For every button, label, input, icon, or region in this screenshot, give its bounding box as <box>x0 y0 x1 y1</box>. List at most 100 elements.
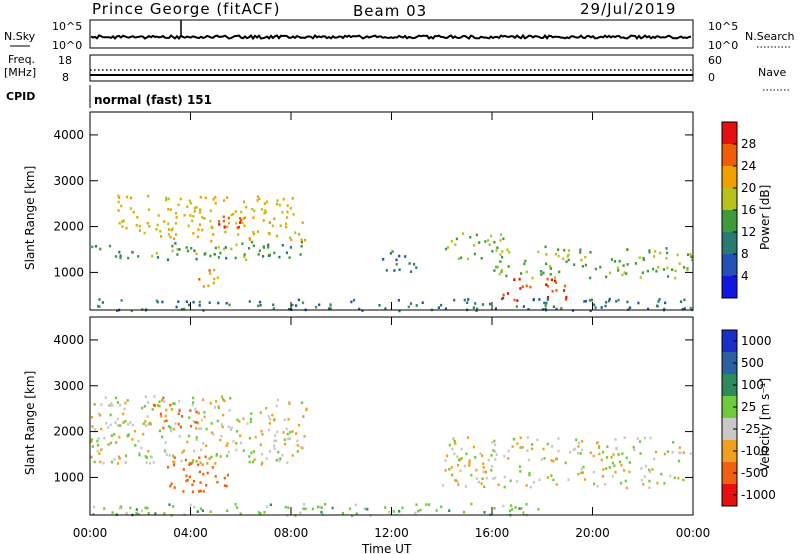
data-cell <box>275 404 278 408</box>
data-cell <box>469 236 472 239</box>
data-cell <box>118 221 121 225</box>
data-cell <box>209 402 212 405</box>
data-cell <box>296 450 299 453</box>
data-cell <box>577 441 581 445</box>
data-cell <box>648 468 651 472</box>
data-cell <box>259 512 262 515</box>
data-cell <box>212 433 215 436</box>
data-cell <box>453 298 456 302</box>
data-cell <box>285 427 288 431</box>
data-cell <box>551 289 554 293</box>
data-cell <box>174 222 178 225</box>
data-cell <box>147 423 150 427</box>
nave-tick-top: 60 <box>708 54 722 67</box>
data-cell <box>518 507 521 510</box>
data-cell <box>537 250 540 254</box>
data-cell <box>626 263 629 266</box>
data-cell <box>187 224 190 228</box>
data-cell <box>275 459 278 462</box>
data-cell <box>682 478 685 482</box>
data-cell <box>148 208 151 211</box>
data-cell <box>579 248 582 252</box>
data-cell <box>199 427 202 430</box>
data-cell <box>573 263 576 266</box>
data-cell <box>483 511 486 514</box>
data-cell <box>529 485 532 489</box>
date-title: 29/Jul/2019 <box>580 0 676 18</box>
data-cell <box>488 302 492 306</box>
data-cell <box>567 253 570 257</box>
freq-panel: Freq. [MHz] 18 8 60 0 Nave <box>4 53 790 91</box>
nsearch-tick-bottom: 10^0 <box>708 39 738 52</box>
data-cell <box>238 420 241 423</box>
data-cell <box>177 300 180 303</box>
data-cell <box>444 459 447 462</box>
data-cell <box>470 473 473 477</box>
data-cell <box>269 503 272 507</box>
data-cell <box>142 422 145 425</box>
data-cell <box>124 420 127 423</box>
data-cell <box>184 458 187 462</box>
data-cell <box>493 439 496 443</box>
data-cell <box>262 219 265 222</box>
data-cell <box>300 238 303 242</box>
data-cell <box>197 421 200 425</box>
data-cell <box>162 426 165 430</box>
data-cell <box>608 466 611 469</box>
data-cell <box>169 403 172 407</box>
data-cell <box>289 207 292 210</box>
data-cell <box>245 258 248 262</box>
data-cell <box>156 223 159 227</box>
data-cell <box>350 300 353 304</box>
data-cell <box>523 262 526 266</box>
data-cell <box>204 196 207 200</box>
data-cell <box>413 263 416 266</box>
data-cell <box>462 232 465 235</box>
data-cell <box>454 442 457 445</box>
data-cell <box>502 237 505 241</box>
data-cell <box>564 298 567 301</box>
data-cell <box>442 484 445 487</box>
data-cell <box>679 300 683 303</box>
data-cell <box>641 271 644 274</box>
data-cell <box>672 441 675 444</box>
data-cell <box>215 454 218 457</box>
data-cell <box>198 456 201 459</box>
data-cell <box>493 507 496 510</box>
data-cell <box>509 479 512 483</box>
data-cell <box>626 248 629 251</box>
nsky-tick-bottom: 10^0 <box>52 39 82 52</box>
data-cell <box>656 481 659 485</box>
data-cell <box>252 244 255 248</box>
data-cell <box>160 415 163 418</box>
data-cell <box>190 247 193 250</box>
data-cell <box>188 475 191 479</box>
data-cell <box>663 452 666 456</box>
data-cell <box>92 513 95 516</box>
data-cell <box>547 296 550 299</box>
data-cell <box>303 435 306 438</box>
data-cell <box>352 298 356 302</box>
data-cell <box>110 402 113 405</box>
data-cell <box>191 219 194 223</box>
data-cell <box>482 462 485 465</box>
data-cell <box>236 506 239 509</box>
data-cell <box>196 510 199 513</box>
data-cell <box>474 456 477 459</box>
data-cell <box>453 439 456 443</box>
data-cell <box>290 238 293 242</box>
data-cell <box>301 446 304 450</box>
data-cell <box>408 262 411 265</box>
data-cell <box>468 461 471 465</box>
data-cell <box>173 456 176 459</box>
data-cell <box>163 220 166 223</box>
data-cell <box>540 270 543 273</box>
colorbar-frame <box>721 329 738 507</box>
data-cell <box>249 417 253 421</box>
data-cell <box>206 462 209 465</box>
data-cell <box>401 506 404 510</box>
data-cell <box>135 511 138 515</box>
data-cell <box>625 272 628 275</box>
data-cell <box>257 511 260 514</box>
data-cell <box>185 246 188 249</box>
